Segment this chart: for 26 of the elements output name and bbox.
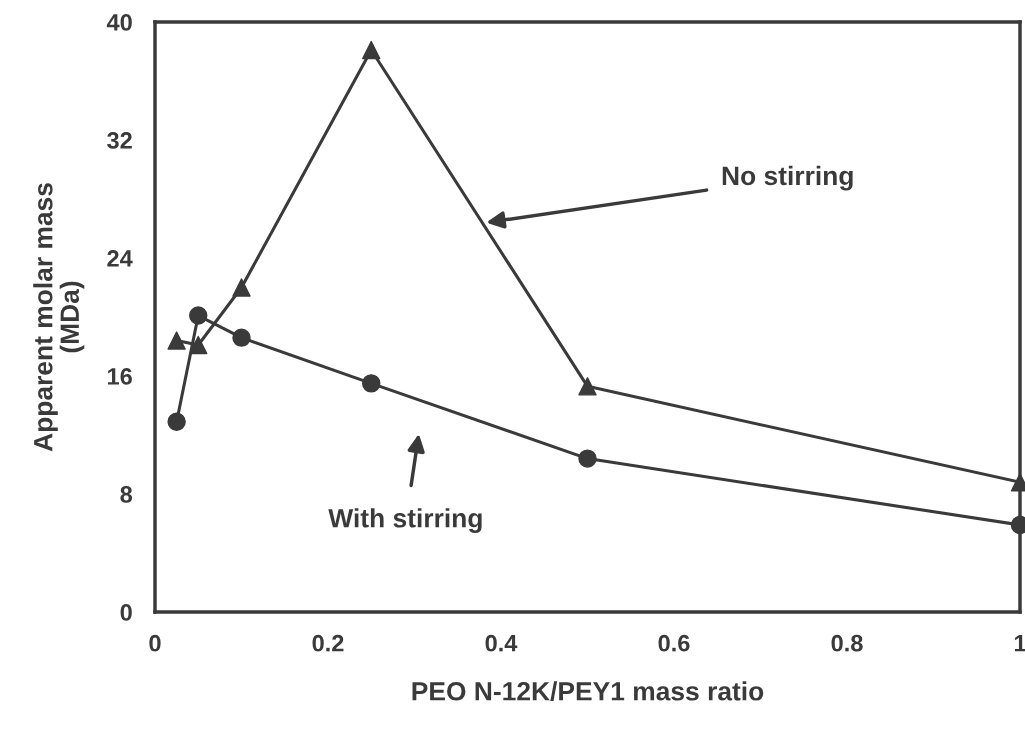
annotation: No stirring <box>722 165 853 191</box>
annotation: With stirring <box>328 508 482 533</box>
x-tick-label: 0.4 <box>485 634 518 652</box>
point <box>167 331 186 350</box>
x-tick-label: 0.2 <box>312 634 344 652</box>
y-tick-label: 0 <box>120 604 132 621</box>
y-axis-title: Apparent molar mass (MDa) <box>33 183 85 452</box>
point <box>232 328 251 347</box>
y-tick-label: 8 <box>120 486 133 503</box>
x-tick-label: 0.6 <box>658 634 690 652</box>
point <box>189 306 208 325</box>
y-tick-label: 16 <box>108 368 132 385</box>
point <box>232 278 251 297</box>
y-tick-label: 24 <box>107 250 133 267</box>
point <box>167 412 186 431</box>
point <box>189 335 208 355</box>
x-tick-label: 1 <box>1014 635 1025 652</box>
point <box>362 40 381 60</box>
y-tick-label: 40 <box>106 14 132 31</box>
x-tick-label: 0.8 <box>831 634 863 652</box>
point <box>578 449 597 468</box>
x-tick-label: 0 <box>149 634 161 652</box>
x-axis-title: PEO N-12K/PEY1 mass ratio <box>412 681 764 701</box>
point <box>578 377 597 396</box>
point <box>362 374 381 393</box>
y-tick-label: 32 <box>107 132 132 149</box>
